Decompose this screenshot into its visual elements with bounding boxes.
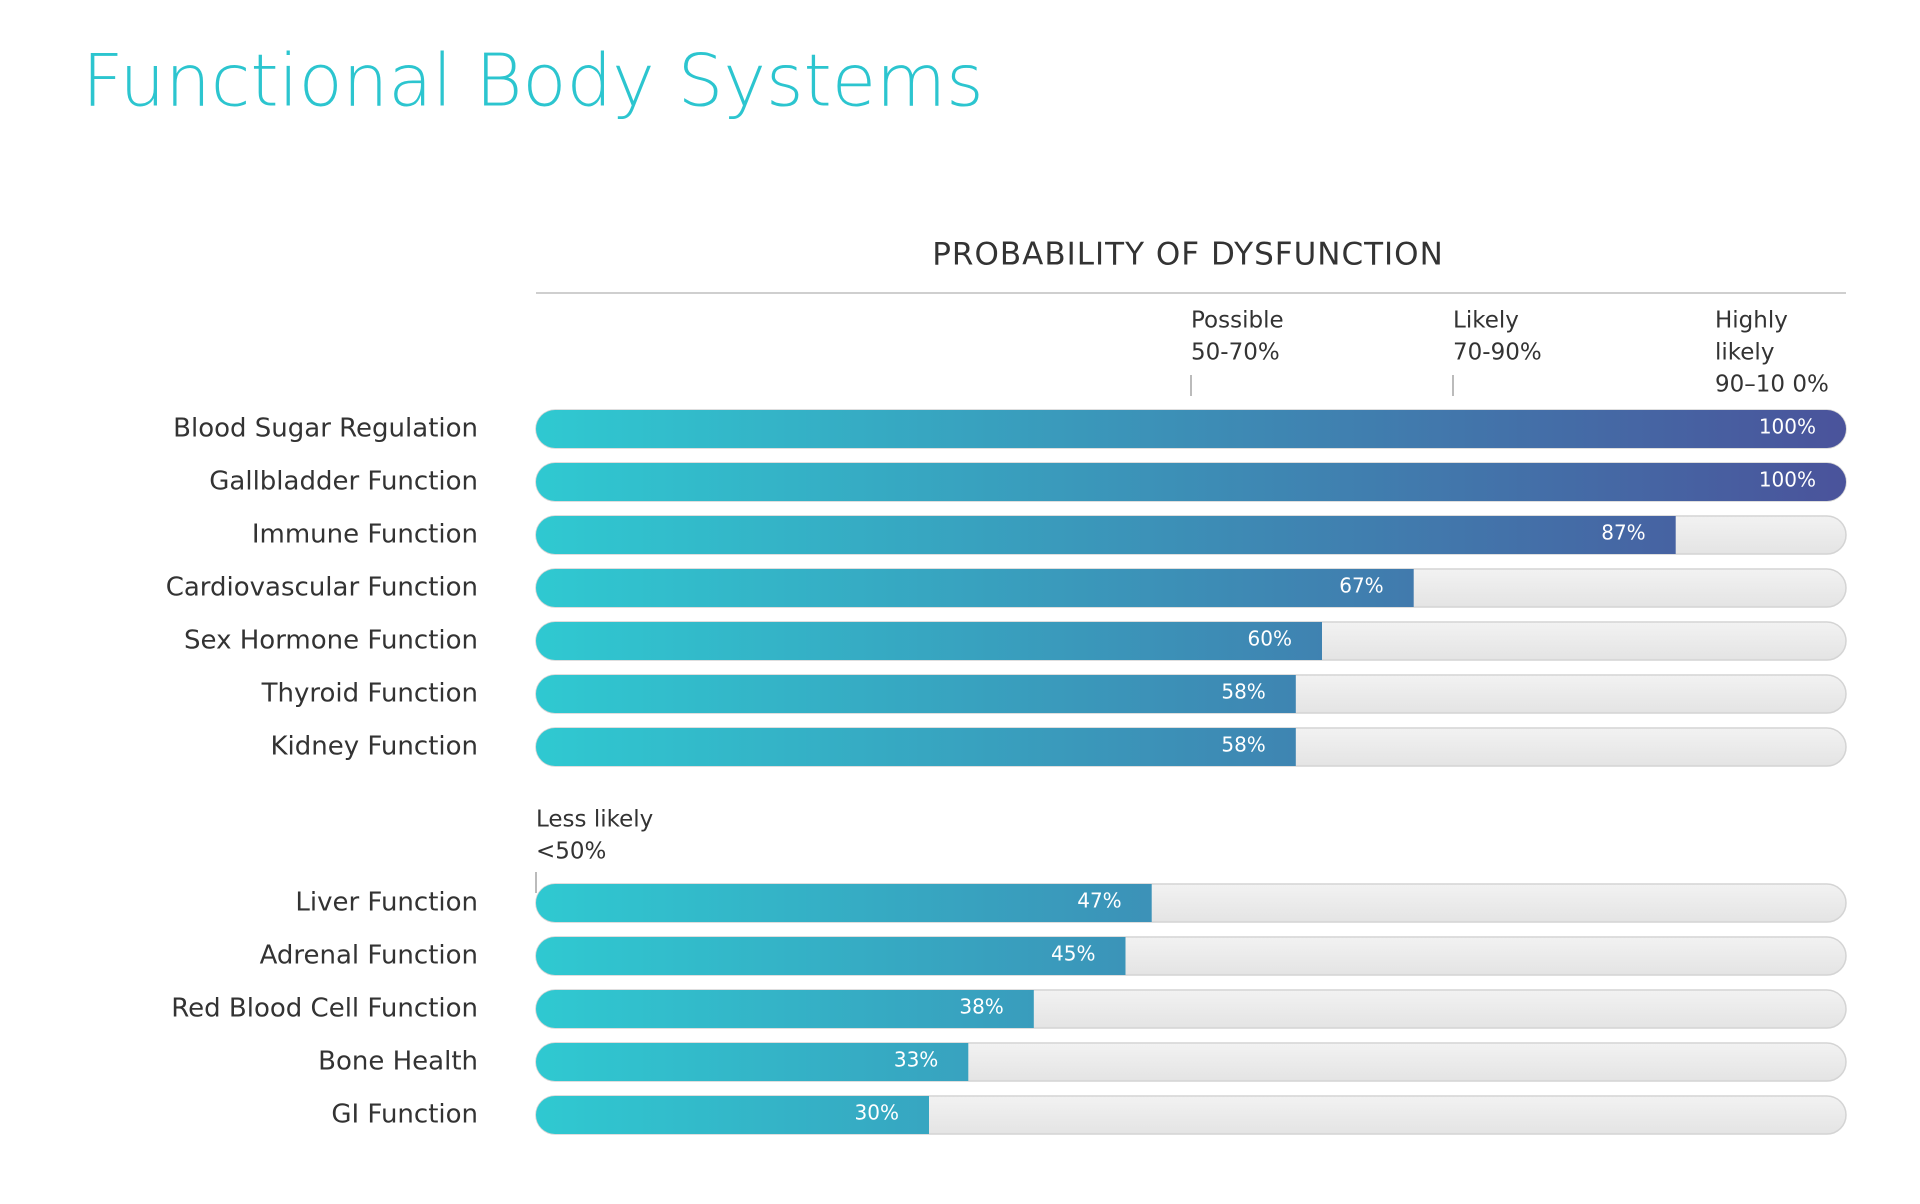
threshold-label: Less likely [536,807,653,833]
value-label: 47% [1077,889,1121,913]
category-label: Immune Function [252,520,478,550]
category-label: Red Blood Cell Function [171,994,478,1024]
bar [536,622,1322,660]
threshold-label: Possible [1191,308,1284,334]
value-label: 45% [1051,942,1095,966]
category-label: Adrenal Function [260,941,478,971]
bar [536,884,1152,922]
chart-title: Functional Body Systems [82,39,984,123]
value-label: 38% [959,995,1003,1019]
bar [536,569,1414,607]
category-label: Blood Sugar Regulation [173,414,478,444]
bar [536,728,1296,766]
threshold-label: 90–10 0% [1715,372,1829,398]
bar [536,410,1846,448]
category-label: Liver Function [295,888,478,918]
value-label: 58% [1221,733,1265,757]
category-label: Sex Hormone Function [184,626,478,656]
bar [536,990,1034,1028]
category-label: Kidney Function [271,732,479,762]
threshold-label: likely [1715,340,1774,366]
bar [536,463,1846,501]
threshold-label: Likely [1453,308,1519,334]
chart-subtitle: PROBABILITY OF DYSFUNCTION [932,237,1444,273]
bar [536,1096,929,1134]
value-label: 87% [1601,521,1645,545]
value-label: 60% [1248,627,1292,651]
bar [536,675,1296,713]
threshold-label: 70-90% [1453,340,1542,366]
threshold-label: 50-70% [1191,340,1280,366]
bar [536,937,1126,975]
value-label: 100% [1759,415,1816,439]
category-label: Bone Health [318,1047,478,1077]
threshold-label: <50% [536,839,606,865]
category-label: Thyroid Function [261,679,478,709]
bar [536,516,1676,554]
value-label: 100% [1759,468,1816,492]
category-label: Cardiovascular Function [166,573,478,603]
bar [536,1043,969,1081]
value-label: 67% [1339,574,1383,598]
value-label: 33% [894,1048,938,1072]
category-label: GI Function [331,1100,478,1130]
value-label: 58% [1221,680,1265,704]
threshold-label: Highly [1715,308,1788,334]
category-label: Gallbladder Function [209,467,478,497]
value-label: 30% [855,1101,899,1125]
